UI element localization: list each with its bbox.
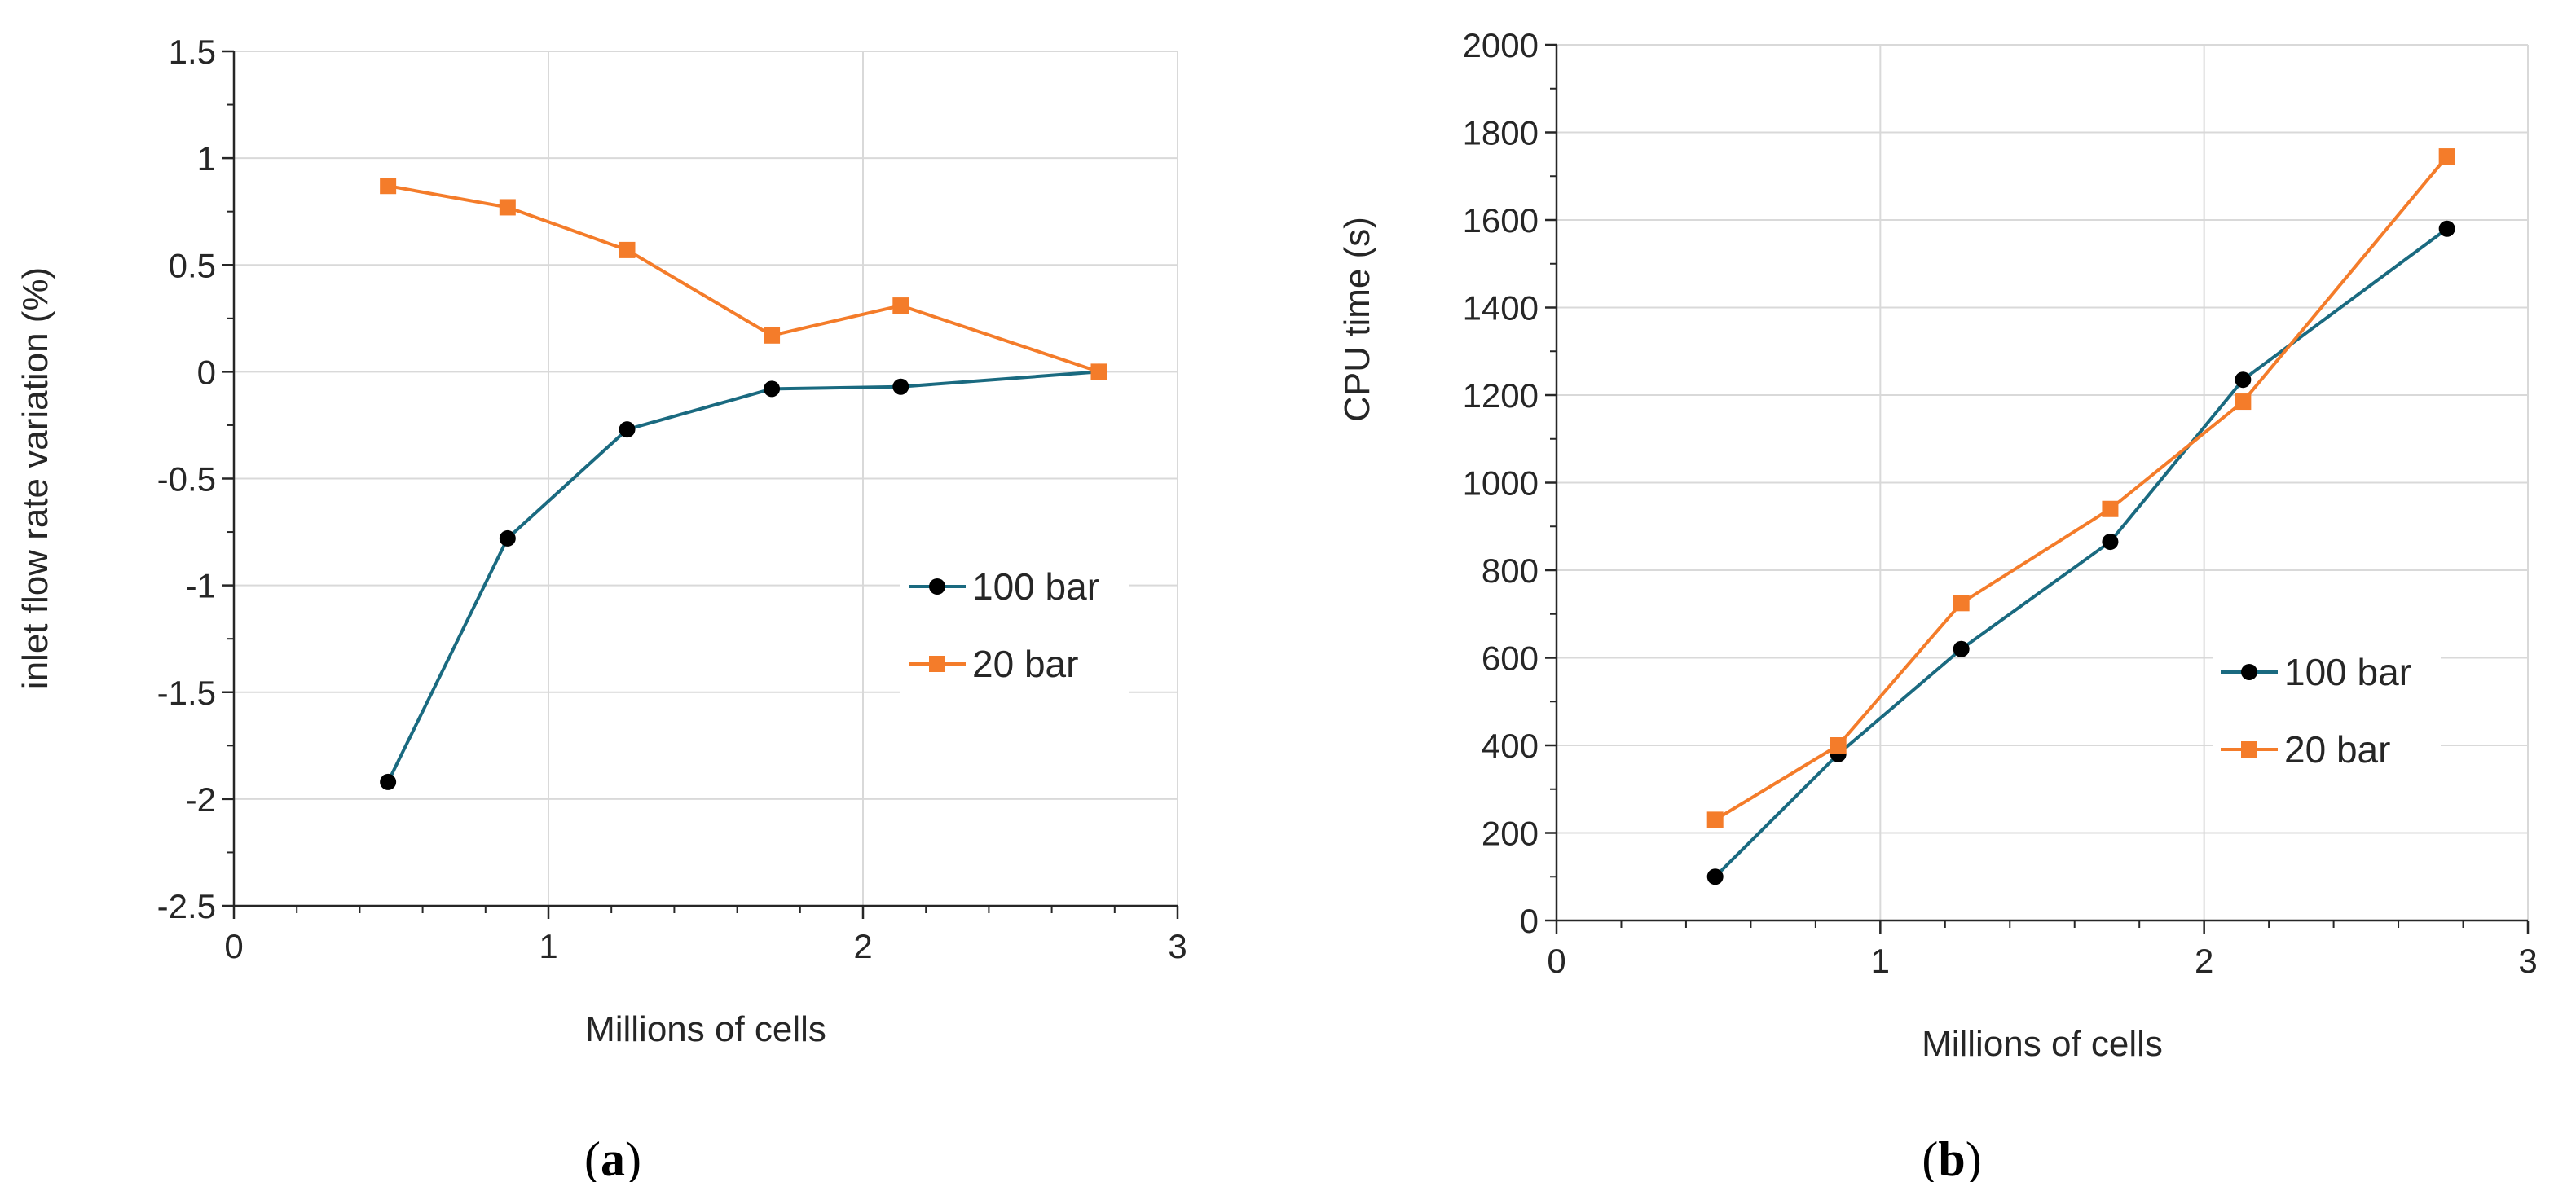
y-tick-label: 0.5 [169, 246, 216, 284]
x-tick-label: 1 [1871, 942, 1890, 980]
y-tick-label: -1.5 [157, 674, 216, 712]
legend-marker-20-bar [929, 656, 945, 672]
y-tick-label: 2000 [1463, 26, 1539, 64]
y-tick-label: 1.5 [169, 33, 216, 71]
legend-entry-100-bar: 100 bar [2221, 651, 2411, 693]
x-axis-title: Millions of cells [585, 1009, 826, 1049]
legend-entry-20-bar: 20 bar [909, 643, 1078, 685]
x-tick-label: 1 [539, 927, 557, 965]
legend-entry-100-bar: 100 bar [909, 565, 1099, 608]
data-point-20-bar [1706, 811, 1724, 828]
legend-label-20-bar: 20 bar [972, 643, 1078, 685]
y-tick-label: 1200 [1463, 376, 1539, 415]
y-tick-label: 0 [1520, 902, 1539, 940]
x-tick-label: 3 [2518, 942, 2537, 980]
data-point-100-bar [380, 773, 397, 790]
data-point-20-bar [1090, 363, 1107, 380]
y-tick-label: 200 [1482, 815, 1539, 853]
grid-lines [234, 51, 1178, 906]
grid-lines [1557, 44, 2529, 921]
y-axis-title: CPU time (s) [1337, 217, 1377, 422]
axes: -2.5 -2 -1.5 -1 -0.5 0 0.5 1 1.5 0 1 2 3 [157, 33, 1187, 965]
data-point-100-bar [2235, 371, 2252, 389]
y-tick-label: 600 [1482, 639, 1539, 678]
legend-entry-20-bar: 20 bar [2221, 728, 2390, 771]
series-line-20-bar [1714, 155, 2449, 822]
panel-letter-a: a [601, 1132, 625, 1182]
x-tick-label: 3 [1168, 927, 1187, 965]
x-tick-label: 2 [2195, 942, 2213, 980]
series-line-100-bar [386, 370, 1099, 783]
series-group [380, 178, 1107, 790]
data-point-100-bar [2102, 534, 2119, 551]
data-point-20-bar [1953, 595, 1970, 612]
y-tick-label: -0.5 [157, 460, 216, 499]
panel-label-a: (a) [584, 1132, 641, 1182]
panel-label-b: (b) [1922, 1132, 1981, 1182]
data-point-20-bar [2102, 500, 2119, 517]
data-point-100-bar [2438, 220, 2455, 237]
data-point-20-bar [499, 199, 516, 216]
chart-panel-b: 0 200 400 600 800 1000 1200 1400 1600 1800 2000 0 1 2… [1337, 26, 2538, 1182]
data-point-20-bar [2235, 393, 2252, 411]
data-point-20-bar [380, 178, 397, 195]
legend-background [2213, 639, 2441, 786]
legend-label-20-bar: 20 bar [2284, 728, 2390, 771]
y-tick-label: -1 [186, 567, 216, 605]
x-tick-label: 0 [1547, 942, 1565, 980]
data-point-20-bar [892, 297, 909, 314]
y-tick-label: -2 [186, 780, 216, 819]
data-point-100-bar [499, 529, 516, 547]
data-point-100-bar [892, 378, 909, 395]
legend: 100 bar 20 bar [900, 554, 1129, 701]
panel-letter-b: b [1938, 1132, 1965, 1182]
y-tick-label: -2.5 [157, 887, 216, 925]
chart-panel-a: -2.5 -2 -1.5 -1 -0.5 0 0.5 1 1.5 0 1 2 3 Millions of… [15, 33, 1187, 1182]
y-tick-label: 0 [197, 353, 216, 391]
y-tick-label: 1 [197, 139, 216, 178]
data-point-20-bar [619, 241, 636, 258]
legend-marker-20-bar [2241, 741, 2257, 758]
axes: 0 200 400 600 800 1000 1200 1400 1600 1800 2000 0 1 2… [1463, 26, 2538, 980]
data-point-100-bar [764, 380, 781, 398]
series-group [1706, 148, 2455, 885]
y-tick-label: 1000 [1463, 464, 1539, 503]
data-point-100-bar [1706, 868, 1724, 885]
series-line-20-bar [387, 184, 1100, 374]
y-tick-label: 1600 [1463, 201, 1539, 239]
y-tick-label: 800 [1482, 551, 1539, 590]
data-point-100-bar [619, 421, 636, 438]
data-point-20-bar [1830, 737, 1847, 754]
data-point-100-bar [1953, 640, 1970, 657]
legend-label-100-bar: 100 bar [2284, 651, 2411, 693]
x-tick-label: 0 [224, 927, 243, 965]
legend: 100 bar 20 bar [2213, 639, 2441, 786]
y-axis-title: inlet flow rate variation (%) [15, 267, 55, 689]
data-point-20-bar [764, 327, 781, 344]
y-tick-label: 1400 [1463, 289, 1539, 327]
y-tick-label: 1800 [1463, 114, 1539, 152]
series-line-100-bar [1714, 227, 2448, 878]
data-point-20-bar [2438, 148, 2455, 165]
x-tick-label: 2 [853, 927, 872, 965]
legend-marker-100-bar [929, 578, 945, 595]
legend-background [900, 554, 1129, 701]
legend-label-100-bar: 100 bar [972, 565, 1099, 608]
y-tick-label: 400 [1482, 727, 1539, 765]
x-axis-title: Millions of cells [1922, 1024, 2163, 1064]
legend-marker-100-bar [2241, 664, 2257, 680]
